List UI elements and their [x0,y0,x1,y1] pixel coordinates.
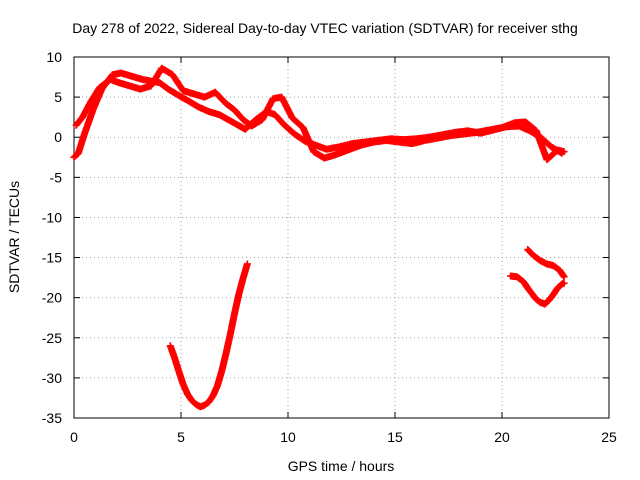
y-tick-label: -10 [42,209,62,225]
plot-frame [73,56,610,419]
track-b-point [560,148,568,156]
y-tick-label: -5 [50,169,63,185]
y-tick-label: -30 [42,370,62,386]
y-tick-label: 10 [46,49,62,65]
data-points [70,64,568,411]
track-c-point [243,260,251,268]
y-tick-labels: 10 5 0 -5 -10 -15 -20 -25 -30 -35 [42,49,62,426]
track-d-point [560,279,568,287]
x-tick-label: 15 [387,429,403,445]
y-tick-label: -15 [42,250,62,266]
x-tick-labels: 0 5 10 15 20 25 [70,429,617,445]
y-tick-label: -35 [42,410,62,426]
x-tick-label: 0 [70,429,78,445]
axis-ticks [73,56,610,419]
chart-title: Day 278 of 2022, Sidereal Day-to-day VTE… [72,20,578,36]
x-tick-label: 10 [280,429,296,445]
y-tick-label: -20 [42,290,62,306]
x-tick-label: 25 [601,429,617,445]
x-tick-label: 5 [177,429,185,445]
y-tick-label: -25 [42,330,62,346]
y-axis-label: SDTVAR / TECUs [6,181,22,293]
track-e-point [560,273,568,281]
y-tick-label: 5 [54,89,62,105]
x-axis-label: GPS time / hours [288,458,395,474]
y-tick-label: 0 [54,129,62,145]
grid-lines [74,57,609,418]
x-tick-label: 20 [494,429,510,445]
